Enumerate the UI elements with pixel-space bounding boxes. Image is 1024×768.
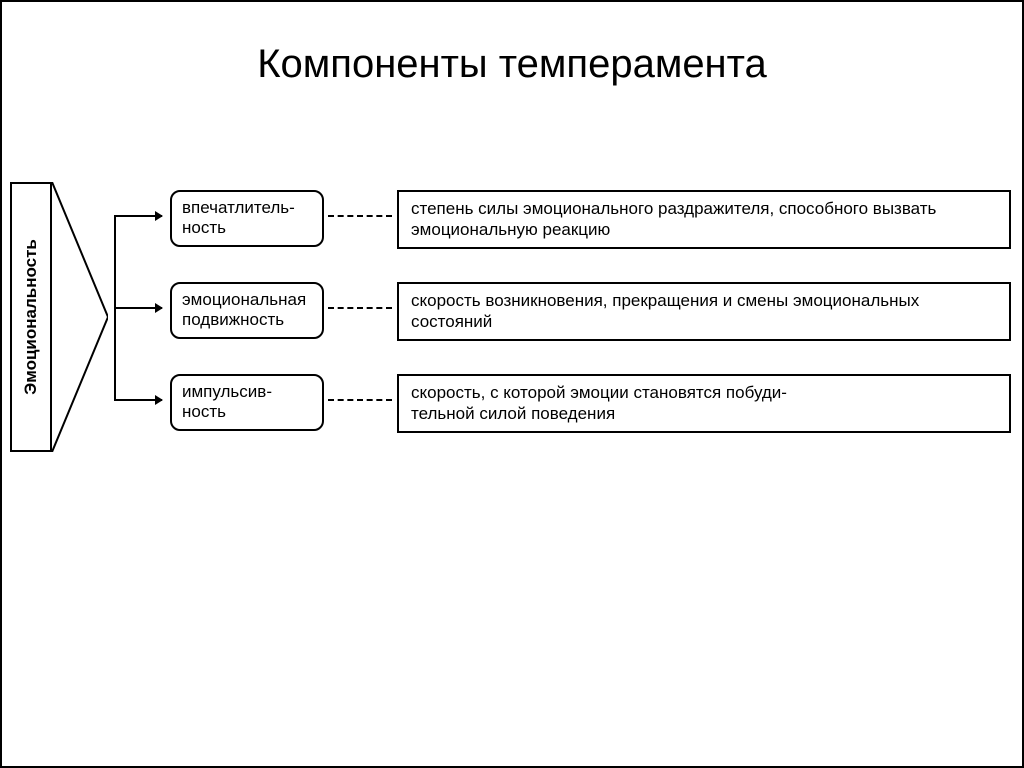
diagram-container: Эмоциональность впечатлитель-ность степе… — [2, 182, 1024, 482]
term-text-2: эмоциональная подвижность — [182, 290, 306, 329]
arrow-row-1 — [114, 215, 162, 217]
root-label: Эмоциональность — [21, 239, 41, 395]
desc-box-3: скорость, с которой эмоции становятся по… — [397, 374, 1011, 433]
term-text-3: импульсив-ность — [182, 382, 272, 421]
term-text-1: впечатлитель-ность — [182, 198, 295, 237]
term-box-1: впечатлитель-ность — [170, 190, 324, 247]
desc-text-1: степень силы эмоционального раздражителя… — [411, 199, 936, 239]
term-box-2: эмоциональная подвижность — [170, 282, 324, 339]
dash-connector-1 — [328, 215, 392, 217]
desc-box-2: скорость возникновения, прекращения и см… — [397, 282, 1011, 341]
wedge-bracket-icon — [52, 182, 108, 452]
dash-connector-2 — [328, 307, 392, 309]
desc-box-1: степень силы эмоционального раздражителя… — [397, 190, 1011, 249]
arrow-row-2 — [114, 307, 162, 309]
arrow-row-3 — [114, 399, 162, 401]
desc-text-2: скорость возникновения, прекращения и см… — [411, 291, 919, 331]
page-title: Компоненты темперамента — [2, 42, 1022, 87]
desc-text-3: скорость, с которой эмоции становятся по… — [411, 383, 787, 423]
term-box-3: импульсив-ность — [170, 374, 324, 431]
root-node: Эмоциональность — [10, 182, 52, 452]
dash-connector-3 — [328, 399, 392, 401]
